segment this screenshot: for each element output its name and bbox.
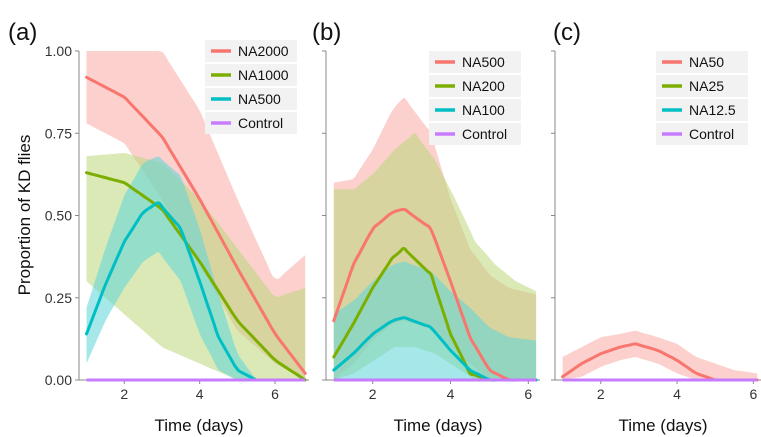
legend-label: NA12.5 (689, 102, 736, 118)
x-tick-label: 6 (749, 386, 757, 402)
x-tick-label: 4 (447, 386, 455, 402)
y-tick-label: 0.75 (45, 125, 72, 141)
x-axis-title: Time (days) (393, 416, 482, 435)
legend-key-bg (429, 75, 521, 97)
panel-label: (a) (8, 19, 37, 46)
legend-key-bg (656, 123, 748, 145)
legend-key-bg (205, 64, 297, 86)
legend-key-bg (205, 40, 297, 62)
y-axis-title: Proportion of KD flies (15, 135, 34, 296)
series-lines (332, 207, 538, 382)
x-tick-label: 2 (597, 386, 605, 402)
legend-key-bg (429, 99, 521, 121)
legend-key-bg (205, 88, 297, 110)
x-tick-label: 6 (524, 386, 532, 402)
line-na2000 (85, 75, 307, 375)
panel-c: (c) 2 4 6 Time (days) NA50 NA25 NA12.5 Control (551, 19, 761, 435)
x-tick-label: 2 (369, 386, 377, 402)
legend-key-bg (429, 123, 521, 145)
y-tick-label: 0.00 (45, 372, 72, 388)
legend-key-bg (656, 99, 748, 121)
band-na50 (562, 330, 758, 381)
x-tick-label: 2 (120, 386, 128, 402)
series-lines (85, 75, 307, 382)
legend-label: NA500 (238, 91, 281, 107)
legend: NA50 NA25 NA12.5 Control (656, 51, 748, 145)
legend-label: NA25 (689, 78, 724, 94)
legend-label: NA50 (689, 54, 724, 70)
legend-key-bg (205, 112, 297, 134)
legend-label: Control (238, 115, 283, 131)
x-tick-label: 6 (271, 386, 279, 402)
y-tick-label: 1.00 (45, 43, 72, 59)
confidence-bands (562, 330, 758, 381)
legend-label: NA500 (462, 54, 505, 70)
x-axis-title: Time (days) (618, 416, 707, 435)
x-tick-label: 4 (673, 386, 681, 402)
line-na500 (85, 201, 258, 382)
panel-b: (b) 2 4 6 Time (days) NA500 NA200 NA100 Control (312, 19, 540, 435)
line-na200 (332, 246, 491, 382)
line-na1000 (85, 171, 307, 382)
x-axis-title: Time (days) (154, 416, 243, 435)
legend-label: Control (689, 126, 734, 142)
x-tick-label: 4 (196, 386, 204, 402)
legend-label: NA2000 (238, 43, 289, 59)
legend-key-bg (656, 51, 748, 73)
line-na500 (332, 207, 538, 382)
legend-label: NA1000 (238, 67, 289, 83)
panel-label: (c) (553, 19, 581, 46)
panel-label: (b) (312, 19, 341, 46)
legend-key-bg (656, 75, 748, 97)
legend-label: Control (462, 126, 507, 142)
series-lines (561, 342, 759, 382)
band-na100 (333, 261, 537, 380)
legend: NA500 NA200 NA100 Control (429, 51, 521, 145)
panel-a: (a) 0.00 0.25 0.50 0.75 1.00 2 4 6 Time (days) NA2… (8, 19, 309, 435)
y-tick-label: 0.25 (45, 290, 72, 306)
legend-label: NA200 (462, 78, 505, 94)
legend-label: NA100 (462, 102, 505, 118)
y-tick-label: 0.50 (45, 208, 72, 224)
legend: NA2000 NA1000 NA500 Control (205, 40, 297, 134)
legend-key-bg (429, 51, 521, 73)
